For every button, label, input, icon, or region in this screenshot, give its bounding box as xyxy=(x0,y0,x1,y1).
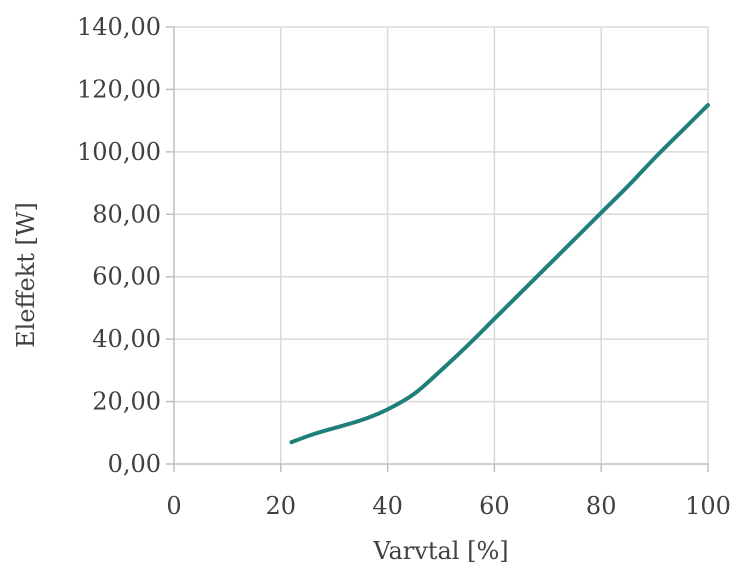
y-tick-label: 80,00 xyxy=(92,200,161,228)
x-tick-labels: 0 20 40 60 80 100 xyxy=(166,492,731,520)
y-tick-label: 140,00 xyxy=(77,13,161,41)
series-layer xyxy=(289,103,710,445)
x-axis-title: Varvtal [%] xyxy=(372,537,508,565)
x-tick-label: 60 xyxy=(479,492,510,520)
series-line xyxy=(289,103,710,445)
y-tick-label: 0,00 xyxy=(108,450,161,478)
grid-lines xyxy=(174,26,709,464)
y-tick-label: 60,00 xyxy=(92,263,161,291)
x-tick-label: 100 xyxy=(685,492,731,520)
y-tick-label: 120,00 xyxy=(77,75,161,103)
x-tick-label: 40 xyxy=(372,492,403,520)
x-tick-label: 80 xyxy=(586,492,617,520)
y-tick-label: 40,00 xyxy=(92,325,161,353)
y-tick-labels: 0,00 20,00 40,00 60,00 80,00 100,00 120,00 140,… xyxy=(77,13,161,478)
x-tick-label: 20 xyxy=(266,492,297,520)
y-axis-title: Eleffekt [W] xyxy=(12,202,40,348)
axes xyxy=(166,26,709,472)
y-tick-label: 20,00 xyxy=(92,388,161,416)
y-tick-label: 100,00 xyxy=(77,138,161,166)
x-tick-label: 0 xyxy=(166,492,181,520)
